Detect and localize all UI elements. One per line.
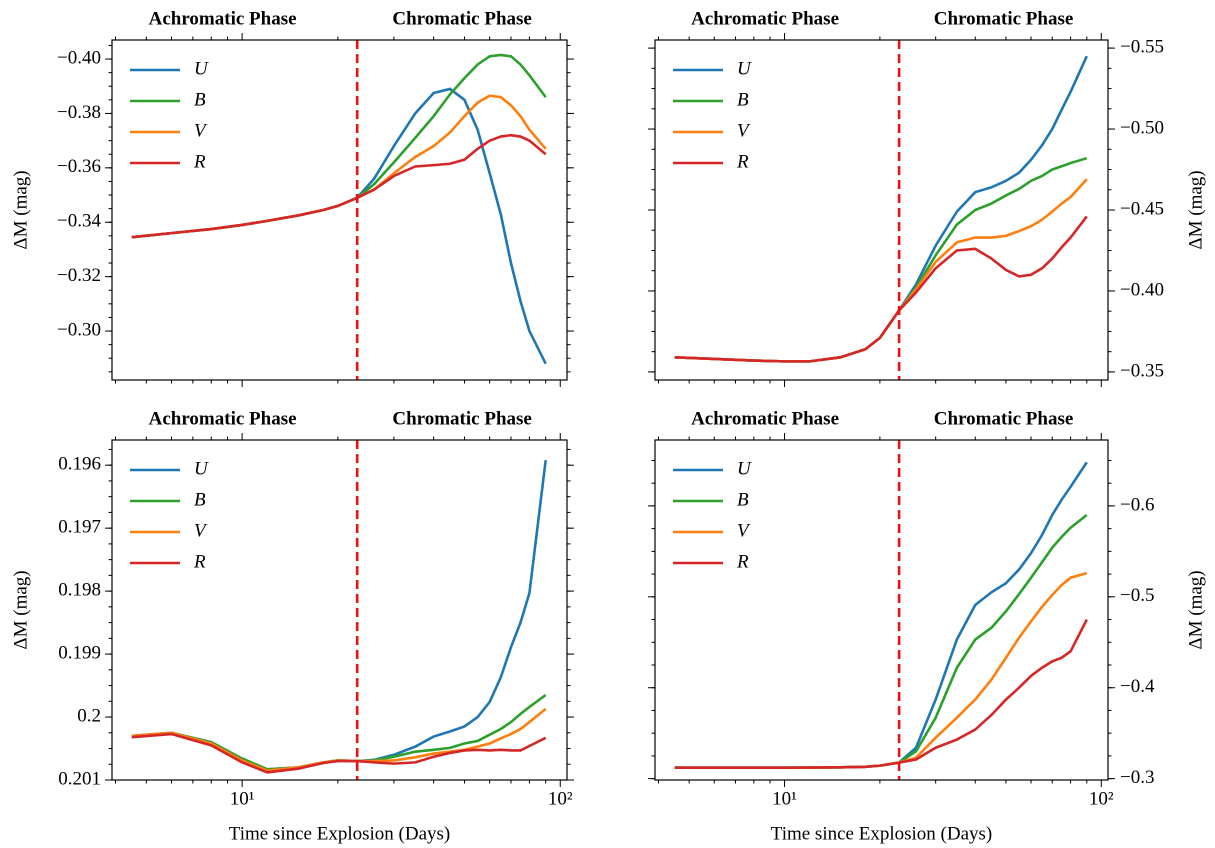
panel: 10¹ 10² −0.6 −0.5 −0.4 −0.3 Achromatic Phase Ch… <box>648 408 1206 844</box>
panel: −0.40 −0.38 −0.36 −0.34 −0.32 −0.30 Achromatic… <box>10 8 574 387</box>
y-tick-label: −0.50 <box>1120 117 1164 138</box>
series-line <box>674 618 1088 770</box>
x-tick-label: 10¹ <box>772 788 797 809</box>
phase-annotation: Chromatic Phase <box>934 408 1074 429</box>
y-tick-label: 0.2 <box>77 705 101 726</box>
x-tick-label: 10² <box>1089 788 1114 809</box>
y-tick-label: 0.201 <box>58 768 101 789</box>
y-axis-label: ΔM (mag) <box>1185 170 1206 249</box>
legend-label: B <box>737 489 749 510</box>
axes-frame <box>111 439 568 781</box>
phase-annotation: Chromatic Phase <box>392 8 532 29</box>
series-line <box>674 178 1088 363</box>
phase-annotation: Achromatic Phase <box>691 8 839 29</box>
series-line <box>131 732 547 774</box>
y-axis-label: ΔM (mag) <box>1185 570 1206 649</box>
legend-label: V <box>194 520 208 541</box>
series-line <box>131 693 547 771</box>
legend-label: U <box>737 458 752 479</box>
series-line <box>674 571 1088 770</box>
legend-label: B <box>194 489 206 510</box>
legend-label: U <box>194 458 209 479</box>
series-line <box>131 133 547 239</box>
phase-annotation: Achromatic Phase <box>149 8 297 29</box>
legend-label: R <box>736 551 749 572</box>
y-tick-label: −0.40 <box>1120 279 1164 300</box>
x-tick-label: 10² <box>548 788 573 809</box>
y-tick-label: 0.199 <box>58 642 101 663</box>
y-tick-label: −0.55 <box>1120 36 1164 57</box>
legend-label: R <box>736 151 749 172</box>
axes-frame <box>654 439 1109 781</box>
y-tick-label: 0.196 <box>58 454 101 475</box>
series-line <box>674 215 1088 363</box>
legend-label: R <box>193 151 206 172</box>
y-axis-label: ΔM (mag) <box>10 170 31 249</box>
axes-frame <box>654 39 1109 381</box>
y-tick-label: −0.45 <box>1120 198 1164 219</box>
y-tick-label: −0.3 <box>1120 767 1154 788</box>
legend-label: V <box>194 120 208 141</box>
x-axis-label: Time since Explosion (Days) <box>229 823 450 844</box>
axes-frame <box>111 39 568 381</box>
y-tick-label: −0.6 <box>1120 494 1154 515</box>
y-tick-label: −0.4 <box>1120 676 1155 697</box>
y-tick-label: −0.32 <box>57 265 101 286</box>
phase-annotation: Chromatic Phase <box>934 8 1074 29</box>
panel: −0.55 −0.50 −0.45 −0.40 −0.35 Achromatic Phas… <box>648 8 1206 387</box>
y-tick-label: −0.35 <box>1120 360 1164 381</box>
legend-label: U <box>737 58 752 79</box>
legend-label: B <box>194 89 206 110</box>
x-tick-label: 10¹ <box>230 788 255 809</box>
y-tick-label: −0.30 <box>57 319 101 340</box>
y-tick-label: 0.198 <box>58 579 101 600</box>
y-tick-label: −0.40 <box>57 47 101 68</box>
y-tick-label: 0.197 <box>58 517 101 538</box>
legend-label: U <box>194 58 209 79</box>
legend-label: R <box>193 551 206 572</box>
x-axis-label: Time since Explosion (Days) <box>771 823 992 844</box>
panel: 10¹ 10² 0.196 0.197 0.198 0.199 0.2 0.201 Achrom… <box>10 408 574 844</box>
series-line <box>131 707 547 772</box>
legend-label: V <box>737 520 751 541</box>
phase-annotation: Achromatic Phase <box>691 408 839 429</box>
legend-label: V <box>737 120 751 141</box>
series-line <box>674 156 1088 363</box>
phase-annotation: Chromatic Phase <box>392 408 532 429</box>
y-axis-label: ΔM (mag) <box>10 570 31 649</box>
y-tick-label: −0.34 <box>57 211 101 232</box>
legend-label: B <box>737 89 749 110</box>
y-tick-label: −0.38 <box>57 102 101 123</box>
y-tick-label: −0.5 <box>1120 585 1154 606</box>
y-tick-label: −0.36 <box>57 156 101 177</box>
phase-annotation: Achromatic Phase <box>149 408 297 429</box>
